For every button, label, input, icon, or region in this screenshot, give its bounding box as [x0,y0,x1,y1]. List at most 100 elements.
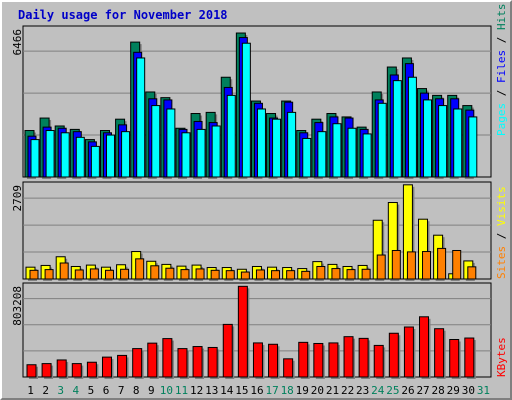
bar-kbytes-day-4 [71,363,82,378]
x-tick-label-day-29: 29 [447,384,460,397]
bar-sites-day-19 [301,270,311,280]
bar-pages-day-1 [30,139,40,178]
x-tick-label-day-31: 31 [477,384,490,397]
x-tick-label-day-15: 15 [235,384,248,397]
y-max-label-panel-3: 803208 [11,286,24,326]
bar-sites-day-21 [331,268,341,280]
x-tick-label-day-23: 23 [356,384,369,397]
legend-entry-: / [495,37,508,50]
x-tick-label-day-3: 3 [57,384,64,397]
bar-pages-day-9 [151,105,161,178]
bar-kbytes-day-13 [207,346,218,378]
bar-kbytes-day-21 [328,342,339,378]
y-max-label-panel-2: 2709 [11,185,24,212]
bar-sites-day-14 [225,270,235,280]
x-tick-label-day-19: 19 [296,384,309,397]
x-tick-label-day-30: 30 [462,384,475,397]
bar-kbytes-day-3 [56,359,67,378]
bar-pages-day-4 [75,136,85,178]
bar-pages-day-13 [211,125,221,178]
x-tick-label-day-5: 5 [88,384,95,397]
bar-sites-day-8 [135,258,145,280]
bar-pages-day-11 [181,132,191,178]
x-tick-label-day-24: 24 [371,384,385,397]
bar-kbytes-day-9 [147,342,158,378]
x-tick-label-day-2: 2 [42,384,49,397]
bar-sites-day-24 [376,254,386,280]
bar-pages-day-6 [105,134,115,178]
bar-pages-day-26 [407,76,417,178]
legend-panel-1: Pages / Files / Hits [495,4,508,137]
bar-pages-day-16 [256,108,266,178]
bar-sites-day-20 [316,265,326,280]
x-tick-label-day-12: 12 [190,384,203,397]
legend-entry-kbytes: KBytes [495,337,508,377]
bar-pages-day-5 [90,145,100,178]
bar-sites-day-25 [391,249,401,280]
x-tick-label-day-17: 17 [265,384,278,397]
bar-pages-day-22 [347,127,357,178]
bar-pages-day-2 [45,130,55,178]
bar-pages-day-3 [60,132,70,178]
x-tick-label-day-9: 9 [148,384,155,397]
bar-kbytes-day-8 [132,348,143,378]
bar-pages-day-20 [317,131,327,178]
bar-pages-day-8 [136,57,146,178]
x-tick-label-day-21: 21 [326,384,339,397]
bar-kbytes-day-6 [101,356,112,378]
bar-kbytes-day-29 [449,339,460,378]
legend-entry-: / [495,233,508,246]
x-tick-label-day-25: 25 [386,384,399,397]
bar-sites-day-26 [406,251,416,280]
chart-title: Daily usage for November 2018 [18,8,228,22]
bar-pages-day-24 [377,102,387,178]
bar-sites-day-22 [346,269,356,280]
bar-pages-day-12 [196,128,206,178]
x-tick-label-day-7: 7 [118,384,125,397]
bar-sites-day-15 [240,271,250,280]
bar-pages-day-29 [453,108,463,178]
bar-sites-day-2 [44,269,54,280]
bar-pages-day-17 [272,118,282,178]
bar-kbytes-day-12 [192,346,203,378]
bar-kbytes-day-11 [177,348,188,378]
bar-kbytes-day-7 [117,354,128,378]
legend-panel-3: KBytes [495,337,508,377]
bar-sites-day-11 [180,269,190,280]
bar-kbytes-day-15 [237,285,248,378]
x-tick-label-day-26: 26 [401,384,414,397]
bar-sites-day-16 [255,269,265,280]
x-tick-label-day-14: 14 [220,384,234,397]
bar-kbytes-day-10 [162,338,173,378]
x-tick-label-day-8: 8 [133,384,140,397]
legend-entry-sites: Sites [495,246,508,279]
bar-sites-day-29 [452,249,462,280]
x-tick-label-day-10: 10 [160,384,173,397]
legend-entry-files: Files [495,50,508,90]
bar-kbytes-day-14 [222,323,233,378]
bar-pages-day-23 [362,133,372,178]
bar-sites-day-28 [437,247,447,280]
bar-kbytes-day-24 [373,344,384,378]
bar-sites-day-9 [150,265,160,280]
bar-pages-day-19 [302,137,312,178]
bar-sites-day-10 [165,267,175,280]
x-tick-label-day-22: 22 [341,384,354,397]
x-tick-label-day-18: 18 [281,384,294,397]
bar-kbytes-day-16 [252,342,263,378]
x-tick-label-day-4: 4 [73,384,80,397]
bar-pages-day-18 [287,111,297,178]
x-tick-label-day-16: 16 [250,384,263,397]
bar-kbytes-day-28 [434,328,445,378]
bar-kbytes-day-1 [26,364,37,378]
bar-sites-day-18 [286,270,296,280]
bar-pages-day-25 [392,80,402,178]
bar-kbytes-day-26 [403,326,414,378]
x-tick-label-day-28: 28 [432,384,445,397]
bar-pages-day-21 [332,123,342,178]
bar-kbytes-day-5 [86,361,97,378]
bar-sites-day-13 [210,269,220,280]
bar-sites-day-27 [422,251,432,280]
